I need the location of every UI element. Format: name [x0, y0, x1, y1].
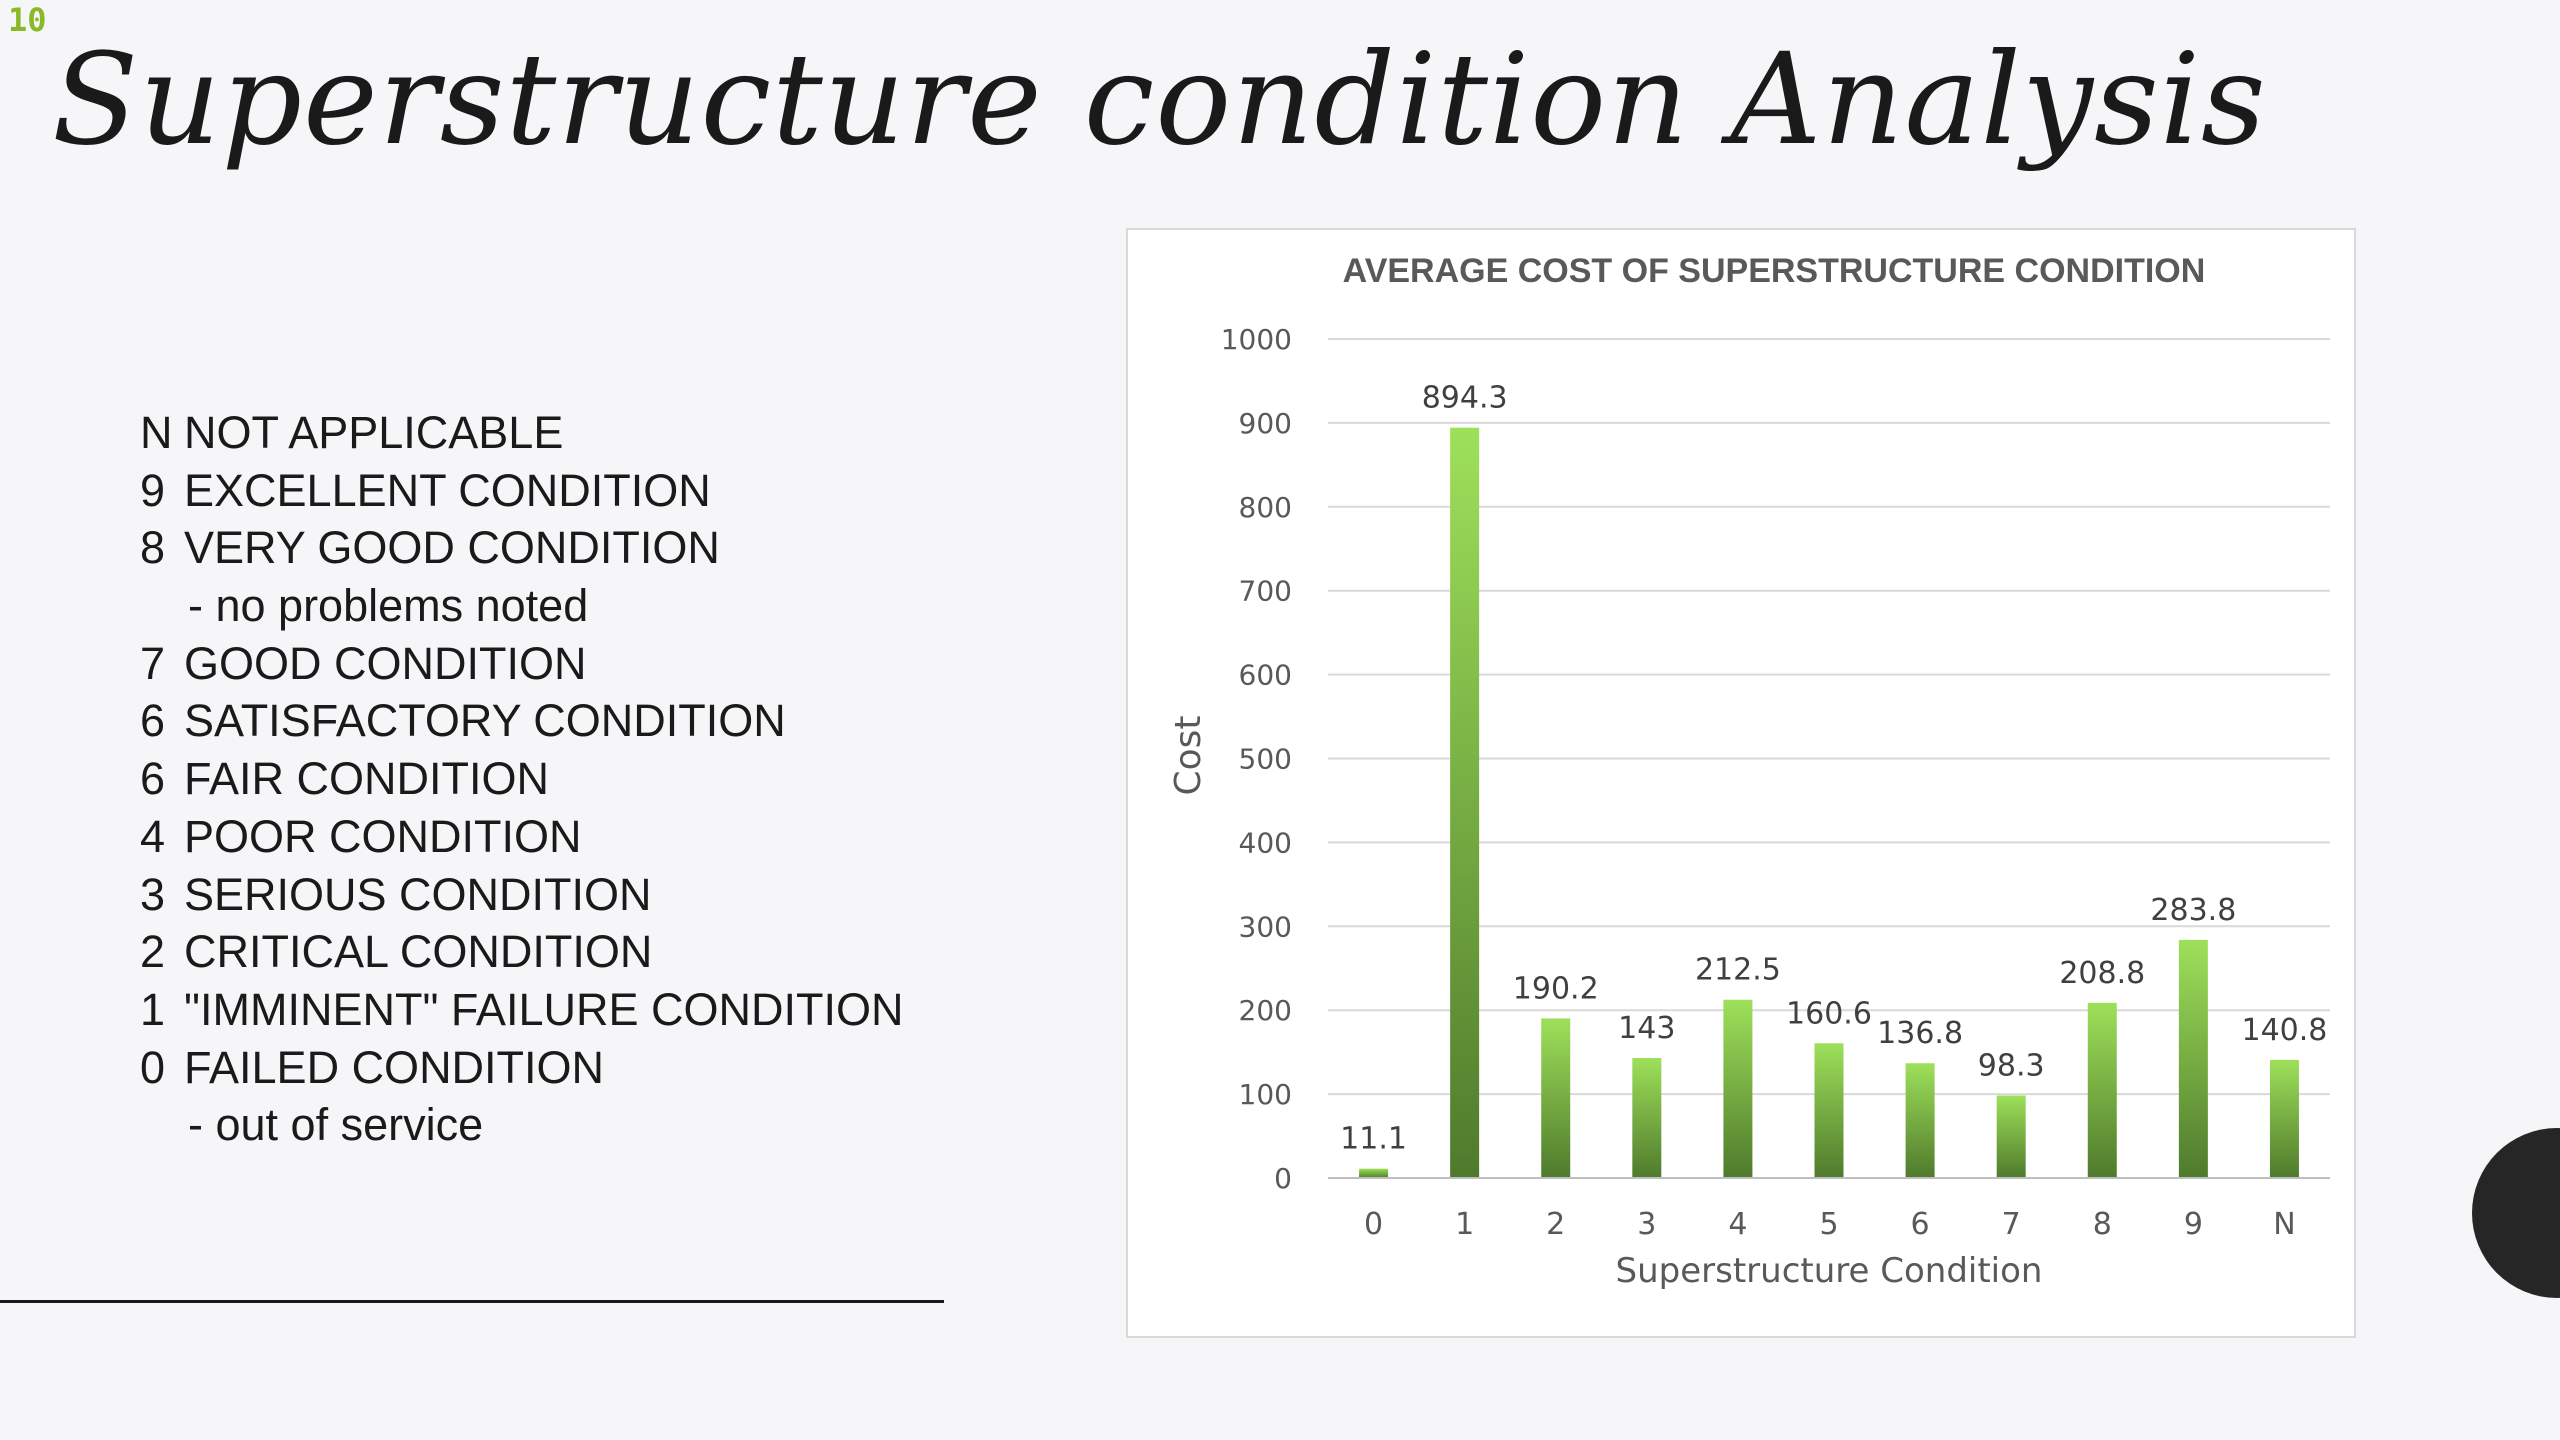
x-tick-label: 2 [1546, 1207, 1565, 1242]
data-label: 143 [1618, 1011, 1675, 1046]
bar [1632, 1058, 1662, 1178]
bar [2087, 1002, 2117, 1178]
legend-item: 8 VERY GOOD CONDITION [140, 519, 903, 577]
legend-text: CRITICAL CONDITION [184, 926, 653, 978]
y-tick-label: 400 [1239, 826, 1292, 859]
data-label: 160.6 [1786, 996, 1872, 1031]
y-tick-label: 500 [1239, 743, 1292, 776]
legend-text: "IMMINENT" FAILURE CONDITION [184, 983, 904, 1035]
data-label: 283.8 [2150, 893, 2236, 928]
y-tick-label: 0 [1274, 1162, 1292, 1195]
data-label: 98.3 [1978, 1049, 2045, 1084]
y-tick-label: 900 [1239, 407, 1292, 440]
y-tick-label: 800 [1239, 491, 1292, 524]
y-tick-label: 600 [1239, 659, 1292, 692]
legend-text: - no problems noted [188, 580, 589, 632]
chart-title: AVERAGE COST OF SUPERSTRUCTURE CONDITION [1343, 252, 2206, 290]
data-label: 894.3 [1422, 381, 1508, 416]
bar [1541, 1018, 1571, 1178]
x-tick-label: N [2273, 1207, 2295, 1242]
legend-code: 0 [140, 1041, 166, 1093]
legend-code: 2 [140, 926, 166, 978]
data-label: 190.2 [1513, 971, 1599, 1006]
legend-item: 6 FAIR CONDITION [140, 750, 903, 808]
bar [1905, 1063, 1935, 1178]
legend-text: FAIR CONDITION [184, 753, 550, 805]
y-tick-label: 700 [1239, 575, 1292, 608]
legend-code: 7 [140, 637, 166, 689]
decorative-circle [2472, 1128, 2560, 1298]
legend-text: POOR CONDITION [184, 810, 582, 862]
legend-item: 6 SATISFACTORY CONDITION [140, 692, 903, 750]
legend-text: SATISFACTORY CONDITION [184, 695, 786, 747]
legend-item: 3 SERIOUS CONDITION [140, 866, 903, 924]
legend-code: 4 [140, 810, 166, 862]
legend-code: 6 [140, 753, 166, 805]
y-tick-label: 200 [1239, 994, 1292, 1027]
data-label: 212.5 [1695, 953, 1781, 988]
data-label: 11.1 [1340, 1122, 1407, 1157]
bar-chart: AVERAGE COST OF SUPERSTRUCTURE CONDITION… [1168, 252, 2330, 1291]
data-label: 136.8 [1877, 1016, 1963, 1051]
data-label: 208.8 [2059, 956, 2145, 991]
y-tick-label: 1000 [1221, 323, 1292, 356]
legend-code: 1 [140, 983, 166, 1035]
x-tick-label: 5 [1819, 1207, 1838, 1242]
legend-item: 0 FAILED CONDITION [140, 1039, 903, 1097]
legend-code: 6 [140, 695, 166, 747]
legend-text: VERY GOOD CONDITION [184, 522, 720, 574]
bar [1723, 999, 1753, 1178]
divider-line [0, 1300, 944, 1303]
legend-item: 9 EXCELLENT CONDITION [140, 462, 903, 520]
legend-item: 4 POOR CONDITION [140, 808, 903, 866]
bar [1814, 1043, 1844, 1178]
x-tick-label: 8 [2093, 1207, 2112, 1242]
x-axis-label: Superstructure Condition [1616, 1251, 2043, 1291]
x-tick-label: 0 [1364, 1207, 1383, 1242]
legend-code: 3 [140, 868, 166, 920]
x-tick-label: 9 [2184, 1207, 2203, 1242]
legend-text: FAILED CONDITION [184, 1041, 605, 1093]
y-tick-label: 100 [1239, 1078, 1292, 1111]
x-tick-label: 6 [1911, 1207, 1930, 1242]
legend-code: N [140, 407, 173, 458]
y-axis-label: Cost [1168, 715, 1209, 795]
legend-item: 1 "IMMINENT" FAILURE CONDITION [140, 981, 903, 1039]
page-title: Superstructure condition Analysis [52, 26, 2267, 173]
legend-note: - out of service [140, 1096, 903, 1154]
y-tick-label: 300 [1239, 910, 1292, 943]
x-tick-label: 3 [1637, 1207, 1656, 1242]
bar [2269, 1059, 2299, 1178]
legend-text: EXCELLENT CONDITION [184, 464, 711, 516]
legend-item: 2 CRITICAL CONDITION [140, 923, 903, 981]
bar [1359, 1168, 1389, 1178]
bar [1450, 427, 1480, 1178]
slide-number: 10 [8, 1, 47, 39]
x-tick-label: 7 [2002, 1207, 2021, 1242]
legend-item: 7 GOOD CONDITION [140, 635, 903, 693]
condition-legend-list: N NOT APPLICABLE 9 EXCELLENT CONDITION 8 VERY… [140, 404, 903, 1154]
legend-code: 9 [140, 464, 166, 516]
bar [1996, 1095, 2026, 1178]
data-label: 140.8 [2242, 1013, 2328, 1048]
chart-container: AVERAGE COST OF SUPERSTRUCTURE CONDITION… [1126, 228, 2356, 1338]
legend-text: - out of service [188, 1099, 484, 1151]
legend-text: NOT APPLICABLE [184, 407, 564, 458]
legend-text: GOOD CONDITION [184, 637, 587, 689]
legend-note: - no problems noted [140, 577, 903, 635]
x-tick-label: 4 [1728, 1207, 1747, 1242]
x-tick-label: 1 [1455, 1207, 1474, 1242]
legend-text: SERIOUS CONDITION [184, 868, 652, 920]
bar [2178, 939, 2208, 1178]
legend-code: 8 [140, 522, 166, 574]
legend-item: N NOT APPLICABLE [140, 404, 903, 462]
